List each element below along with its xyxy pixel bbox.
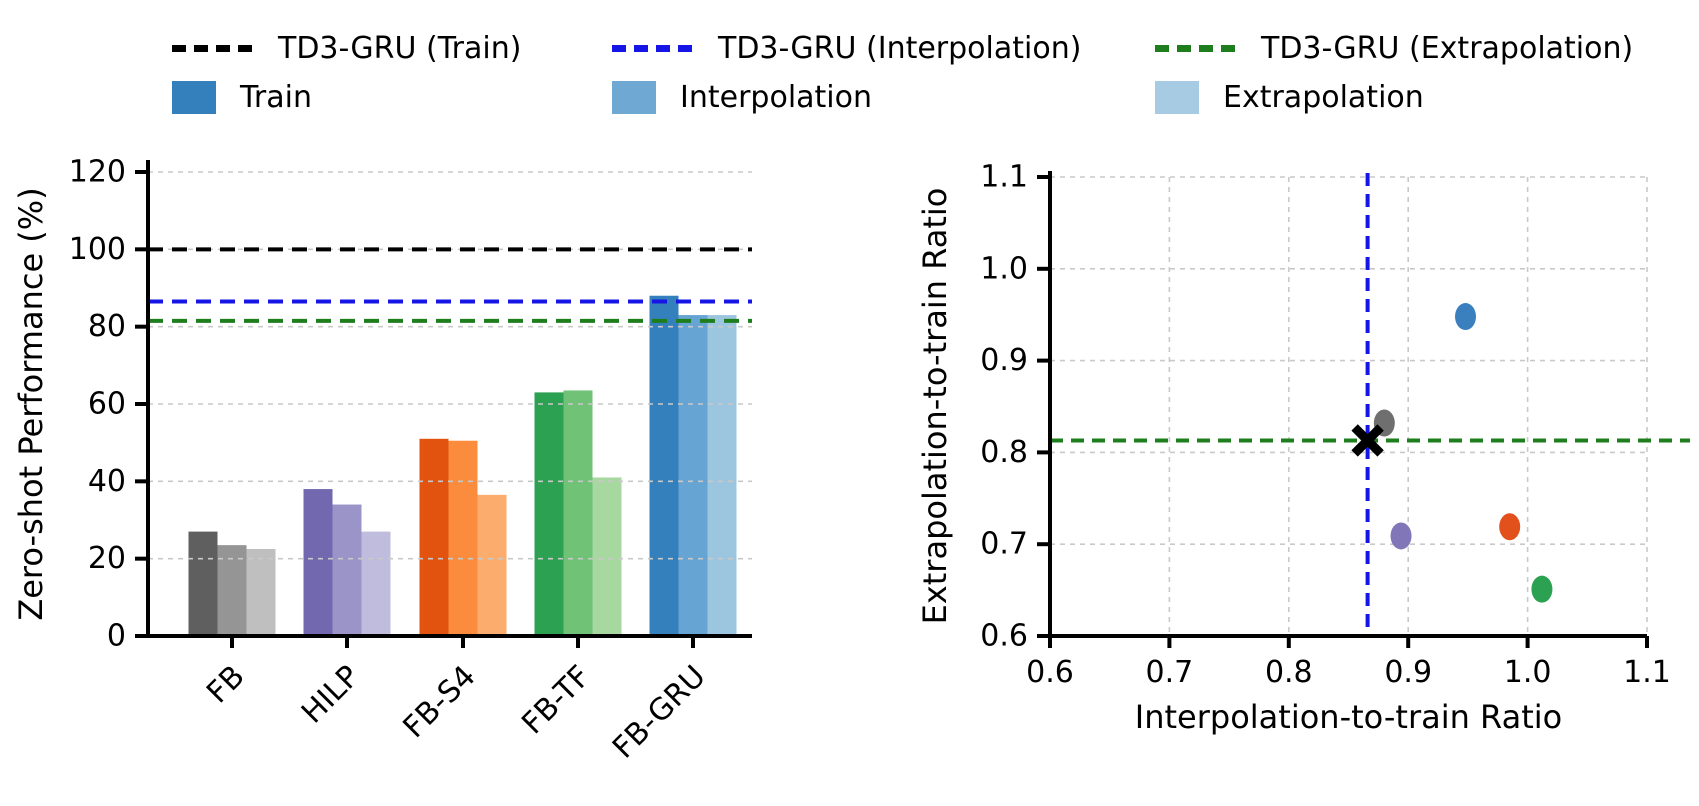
x-tick-label: 0.7 bbox=[1146, 655, 1194, 690]
x-tick-label: 0.8 bbox=[1265, 655, 1313, 690]
y-tick-label: 0.9 bbox=[980, 343, 1028, 378]
y-tick-label: 120 bbox=[69, 155, 126, 190]
patch-swatch-interpolation bbox=[612, 80, 656, 114]
x-tick-label: 1.1 bbox=[1623, 655, 1671, 690]
scatter-point-FB-GRU bbox=[1455, 303, 1477, 331]
bar-FB-TF-Extrapolation bbox=[592, 477, 622, 636]
legend-item-td3-gru-interpolation: TD3-GRU (Interpolation) bbox=[612, 30, 1081, 66]
x-tick-label: FB-TF bbox=[515, 659, 597, 741]
scatter-point-FB-TF bbox=[1531, 575, 1553, 603]
patch-swatch-extrapolation bbox=[1155, 80, 1199, 114]
patch-swatch-train bbox=[172, 80, 216, 114]
x-tick-label: 0.9 bbox=[1384, 655, 1432, 690]
bar-FB-S4-Interpolation bbox=[448, 440, 478, 636]
y-tick-label: 80 bbox=[88, 309, 126, 344]
x-tick-label: FB bbox=[200, 659, 252, 711]
bar-FB-TF-Train bbox=[534, 392, 564, 636]
bar-FB-GRU-Interpolation bbox=[678, 315, 708, 636]
y-tick-label: 60 bbox=[88, 387, 126, 422]
legend-item-extrapolation: Extrapolation bbox=[1155, 79, 1424, 115]
legend-label: Interpolation bbox=[680, 79, 872, 115]
bar-FB-S4-Train bbox=[419, 438, 449, 636]
legend-item-train: Train bbox=[172, 79, 312, 115]
dashed-line-swatch-interpolation bbox=[612, 44, 694, 52]
bar-FB-Interpolation bbox=[217, 545, 247, 636]
y-tick-label: 20 bbox=[88, 541, 126, 576]
bar-FB-Extrapolation bbox=[246, 549, 276, 636]
bar-FB-TF-Interpolation bbox=[563, 390, 593, 636]
y-tick-label: 1.0 bbox=[980, 251, 1028, 286]
x-tick-label: FB-S4 bbox=[397, 659, 483, 745]
legend-item-td3-gru-extrapolation: TD3-GRU (Extrapolation) bbox=[1155, 30, 1633, 66]
y-tick-label: 0.8 bbox=[980, 435, 1028, 470]
bar-HILP-Train bbox=[303, 489, 333, 636]
x-tick-label: FB-GRU bbox=[606, 659, 713, 766]
bar-FB-GRU-Train bbox=[649, 295, 679, 636]
legend-label: Train bbox=[240, 79, 312, 115]
scatter-chart: 0.6 0.7 0.8 0.9 1.0 1.1 0.6 0.7 0.8 0.9 1.0 1.1 Inte… bbox=[916, 160, 1690, 736]
bar-HILP-Extrapolation bbox=[361, 531, 391, 636]
scatter-xlabel: Interpolation-to-train Ratio bbox=[1135, 698, 1562, 736]
y-tick-label: 0.6 bbox=[980, 619, 1028, 654]
legend-label: TD3-GRU (Interpolation) bbox=[718, 30, 1082, 66]
dashed-line-swatch-train bbox=[172, 44, 254, 52]
y-tick-label: 100 bbox=[69, 232, 126, 267]
scatter-point-FB-S4 bbox=[1499, 513, 1521, 541]
x-tick-label: HILP bbox=[295, 659, 367, 731]
bar-FB-Train bbox=[188, 531, 218, 636]
legend-label: TD3-GRU (Train) bbox=[278, 30, 522, 66]
bar-HILP-Interpolation bbox=[332, 504, 362, 636]
legend-label: Extrapolation bbox=[1223, 79, 1424, 115]
y-tick-label: 1.1 bbox=[980, 160, 1028, 195]
x-tick-label: 1.0 bbox=[1504, 655, 1552, 690]
legend-label: TD3-GRU (Extrapolation) bbox=[1261, 30, 1634, 66]
y-tick-label: 0 bbox=[107, 619, 126, 654]
y-tick-label: 40 bbox=[88, 464, 126, 499]
bar-FB-S4-Extrapolation bbox=[477, 494, 507, 636]
scatter-point-HILP bbox=[1390, 522, 1412, 550]
bar-chart: 0 20 40 60 80 100 120 FB HILP FB-S4 FB-TF FB-GRU Zer… bbox=[12, 155, 752, 766]
scatter-ylabel: Extrapolation-to-train Ratio bbox=[916, 188, 954, 625]
bar-chart-ylabel: Zero-shot Performance (%) bbox=[12, 187, 50, 620]
x-marker-td3-gru bbox=[1351, 424, 1384, 457]
dashed-line-swatch-extrapolation bbox=[1155, 44, 1237, 52]
y-tick-label: 0.7 bbox=[980, 527, 1028, 562]
x-tick-label: 0.6 bbox=[1026, 655, 1074, 690]
legend-item-td3-gru-train: TD3-GRU (Train) bbox=[172, 30, 521, 66]
legend-item-interpolation: Interpolation bbox=[612, 79, 872, 115]
bar-FB-GRU-Extrapolation bbox=[707, 315, 737, 636]
